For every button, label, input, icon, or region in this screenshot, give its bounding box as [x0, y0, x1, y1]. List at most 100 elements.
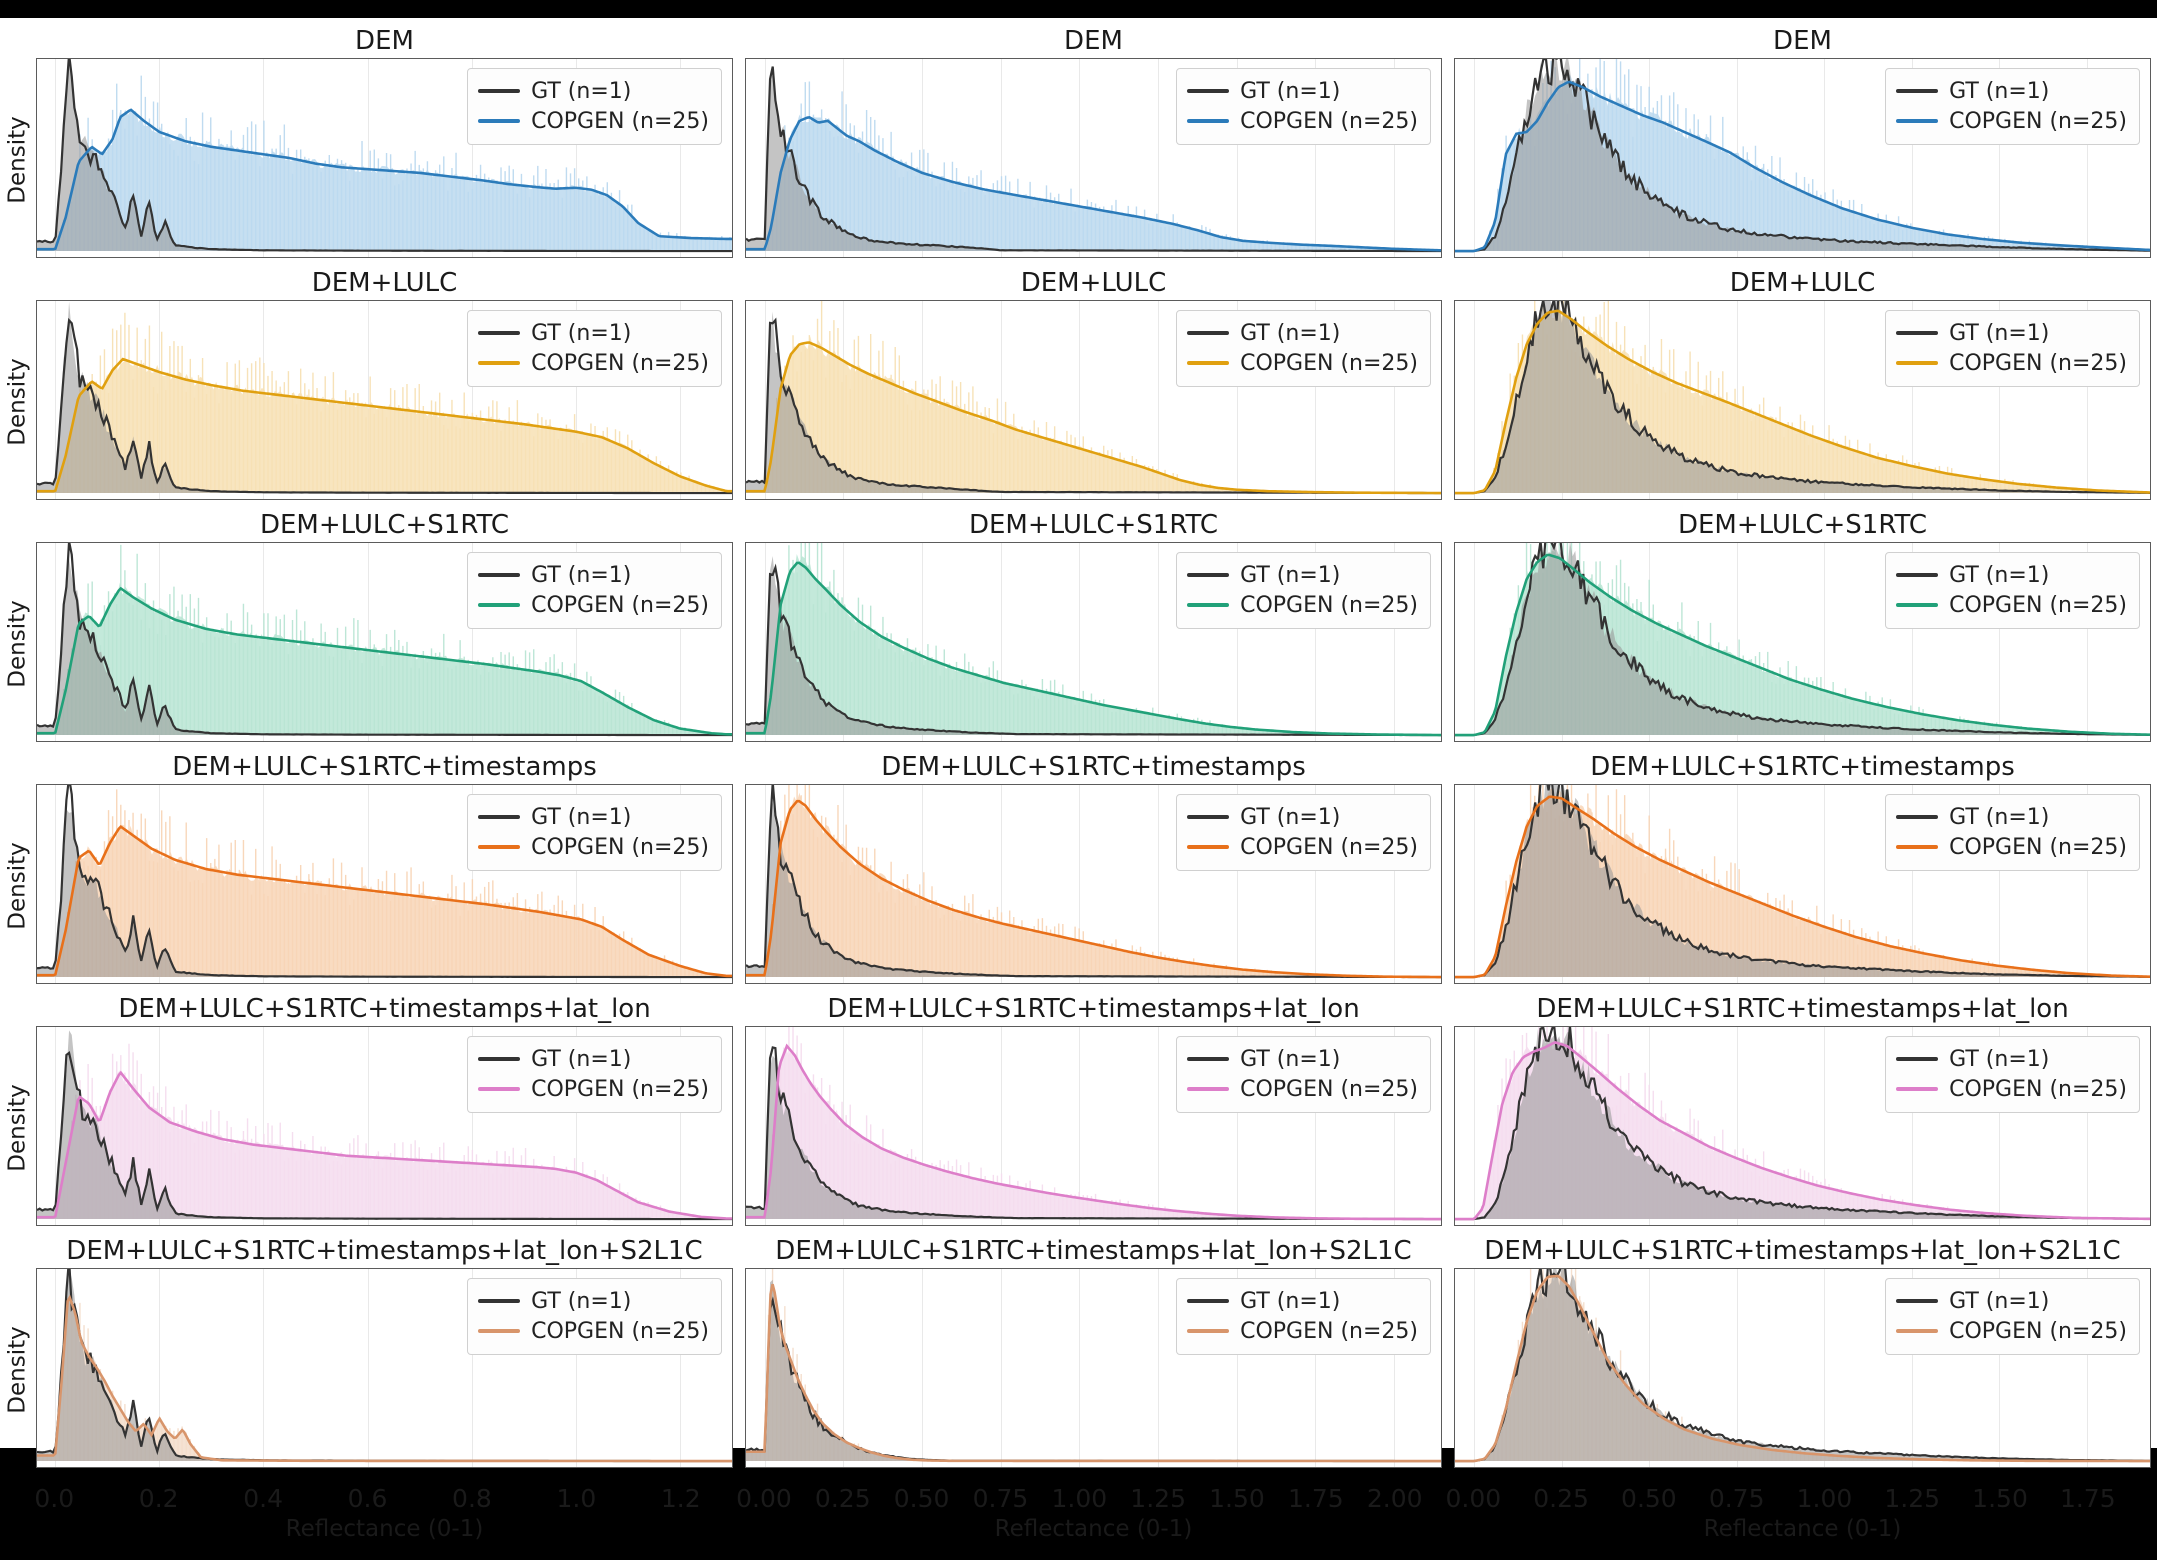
legend-row-gt: GT (n=1) [478, 560, 709, 590]
y-axis-label-text: Density [5, 116, 32, 204]
x-tick-labels: 0.0 0.2 0.4 0.6 0.8 1.0 1.2 [34, 1480, 733, 1514]
legend-label-copgen: COPGEN (n=25) [1240, 1318, 1418, 1344]
legend-row-copgen: COPGEN (n=25) [1896, 590, 2127, 620]
legend-row-gt: GT (n=1) [1896, 76, 2127, 106]
panel-title: DEM+LULC+S1RTC [968, 510, 1219, 540]
copgen-line [37, 1070, 732, 1220]
density-plot [746, 785, 1441, 979]
x-tick-labels: 0.00 0.25 0.50 0.75 1.00 1.25 1.50 1.75 2.00 [736, 1480, 1442, 1514]
gt-line [37, 317, 732, 495]
panel-cell: DEM+LULC+S1RTC+timestamps+lat_lon+S2L1C … [1454, 1234, 2151, 1476]
density-plot [1455, 543, 2150, 737]
density-plot [37, 59, 732, 253]
gt-color-swatch [1896, 573, 1939, 577]
legend[interactable]: GT (n=1) COPGEN (n=25) [1176, 1036, 1431, 1113]
gt-color-swatch [1896, 1057, 1939, 1061]
panel-row: Density DEM+LULC+S1RTC+timestamps+lat_lo… [0, 992, 2157, 1234]
axes-box: GT (n=1) COPGEN (n=25) [745, 300, 1442, 500]
copgen-color-swatch [1896, 119, 1939, 123]
axes-box: GT (n=1) COPGEN (n=25) [745, 784, 1442, 984]
legend-row-copgen: COPGEN (n=25) [1187, 106, 1418, 136]
legend[interactable]: GT (n=1) COPGEN (n=25) [467, 1036, 722, 1113]
legend-label-gt: GT (n=1) [1949, 78, 2050, 104]
copgen-color-swatch [478, 603, 521, 607]
density-plot [1455, 301, 2150, 495]
legend[interactable]: GT (n=1) COPGEN (n=25) [467, 68, 722, 145]
panel-cell: DEM+LULC+S1RTC+timestamps GT (n=1) COPGE… [1454, 750, 2151, 992]
legend[interactable]: GT (n=1) COPGEN (n=25) [1885, 68, 2140, 145]
density-plot [746, 301, 1441, 495]
legend[interactable]: GT (n=1) COPGEN (n=25) [1176, 1278, 1431, 1355]
legend-row-gt: GT (n=1) [478, 802, 709, 832]
legend-label-gt: GT (n=1) [531, 804, 632, 830]
legend[interactable]: GT (n=1) COPGEN (n=25) [1885, 552, 2140, 629]
gt-area [746, 802, 1441, 978]
legend[interactable]: GT (n=1) COPGEN (n=25) [467, 552, 722, 629]
x-tick-labels: 0.00 0.25 0.50 0.75 1.00 1.25 1.50 1.75 [1445, 1480, 2151, 1514]
axes-box: GT (n=1) COPGEN (n=25) [1454, 784, 2151, 984]
y-axis-label: Density [0, 786, 36, 986]
copgen-line [37, 586, 732, 736]
legend[interactable]: GT (n=1) COPGEN (n=25) [1176, 552, 1431, 629]
copgen-color-swatch [1187, 361, 1230, 365]
legend[interactable]: GT (n=1) COPGEN (n=25) [1176, 794, 1431, 871]
copgen-line [37, 824, 732, 978]
legend[interactable]: GT (n=1) COPGEN (n=25) [1176, 310, 1431, 387]
legend-row-copgen: COPGEN (n=25) [478, 106, 709, 136]
gt-color-swatch [1896, 89, 1939, 93]
copgen-color-swatch [478, 1329, 521, 1333]
gt-color-swatch [1187, 1057, 1230, 1061]
panel-row: Density DEM+LULC GT (n=1) COP [0, 266, 2157, 508]
panel-cell: DEM+LULC+S1RTC GT (n=1) COPGEN (n=25) [745, 508, 1442, 750]
y-axis-label-text: Density [5, 1326, 32, 1414]
gt-line [746, 785, 1441, 979]
gt-line [1455, 543, 2150, 737]
legend-label-gt: GT (n=1) [1949, 804, 2050, 830]
copgen-color-swatch [1896, 361, 1939, 365]
gt-color-swatch [478, 573, 521, 577]
legend-label-copgen: COPGEN (n=25) [531, 834, 709, 860]
legend-label-gt: GT (n=1) [1240, 78, 1341, 104]
panel-cell: DEM+LULC+S1RTC+timestamps+lat_lon GT (n=… [36, 992, 733, 1234]
copgen-line [1455, 795, 2150, 979]
gt-color-swatch [1187, 89, 1230, 93]
gt-area [37, 1030, 732, 1220]
copgen-color-swatch [478, 119, 521, 123]
legend-row-copgen: COPGEN (n=25) [478, 1074, 709, 1104]
copgen-line [746, 1043, 1441, 1221]
legend[interactable]: GT (n=1) COPGEN (n=25) [467, 310, 722, 387]
legend[interactable]: GT (n=1) COPGEN (n=25) [467, 794, 722, 871]
legend[interactable]: GT (n=1) COPGEN (n=25) [1885, 310, 2140, 387]
copgen-color-swatch [1187, 1087, 1230, 1091]
density-plot [37, 785, 732, 979]
legend-row-gt: GT (n=1) [1187, 1286, 1418, 1316]
x-tick-label: 1.00 [1051, 1484, 1108, 1513]
gt-area [37, 1269, 732, 1462]
panel-row: Density DEM+LULC+S1RTC+timestamps GT (n=… [0, 750, 2157, 992]
legend[interactable]: GT (n=1) COPGEN (n=25) [467, 1278, 722, 1355]
legend-label-copgen: COPGEN (n=25) [531, 350, 709, 376]
panel-title: DEM+LULC+S1RTC+timestamps+lat_lon [1536, 994, 2069, 1024]
panel-cell: DEM+LULC+S1RTC GT (n=1) COPGEN (n=25) [36, 508, 733, 750]
gt-line [37, 543, 732, 737]
gt-line [746, 563, 1441, 737]
panel-title: DEM+LULC [1020, 268, 1167, 298]
panel-title: DEM+LULC+S1RTC [259, 510, 510, 540]
legend-row-gt: GT (n=1) [1896, 802, 2127, 832]
legend-row-gt: GT (n=1) [1187, 318, 1418, 348]
axes-box: GT (n=1) COPGEN (n=25) [36, 1026, 733, 1226]
legend-row-copgen: COPGEN (n=25) [1896, 832, 2127, 862]
gt-area [746, 1279, 1441, 1462]
copgen-line [37, 357, 732, 493]
legend[interactable]: GT (n=1) COPGEN (n=25) [1885, 1278, 2140, 1355]
gt-area [1455, 301, 2150, 494]
x-tick-label: 1.25 [1884, 1484, 1941, 1513]
legend[interactable]: GT (n=1) COPGEN (n=25) [1885, 1036, 2140, 1113]
panel-title: DEM+LULC+S1RTC+timestamps+lat_lon+S2L1C [1484, 1236, 2121, 1266]
gt-line [1455, 785, 2150, 979]
legend[interactable]: GT (n=1) COPGEN (n=25) [1885, 794, 2140, 871]
y-axis-label: Density [0, 1270, 36, 1470]
axes-box: GT (n=1) COPGEN (n=25) [1454, 58, 2151, 258]
gt-color-swatch [1187, 573, 1230, 577]
legend[interactable]: GT (n=1) COPGEN (n=25) [1176, 68, 1431, 145]
